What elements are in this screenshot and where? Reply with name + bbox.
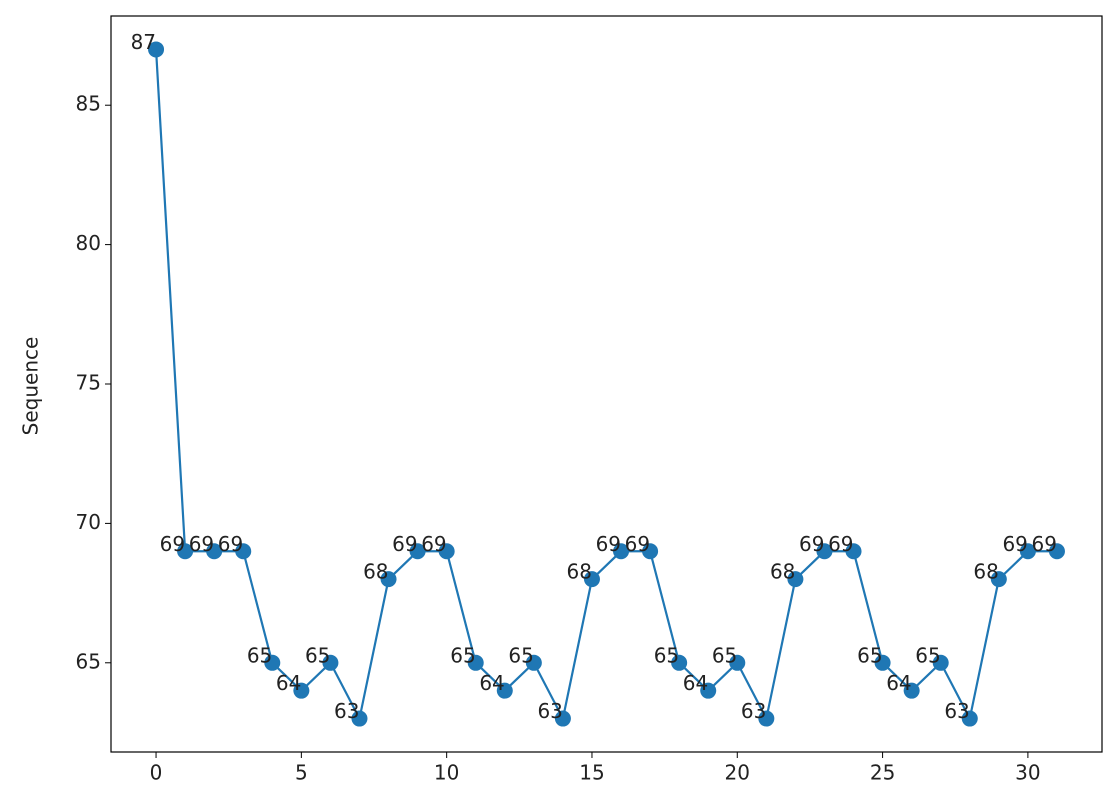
data-label: 87 <box>131 30 156 54</box>
y-tick-label: 70 <box>76 510 101 534</box>
data-label: 65 <box>508 643 533 667</box>
data-point <box>700 682 717 699</box>
data-point <box>1019 543 1036 560</box>
data-label: 64 <box>479 671 504 695</box>
data-label: 68 <box>973 560 998 584</box>
data-label: 68 <box>567 560 592 584</box>
data-line <box>154 49 1057 722</box>
data-point <box>961 710 978 727</box>
data-point <box>438 543 455 560</box>
data-label: 69 <box>421 532 446 556</box>
x-tick-label: 0 <box>150 761 163 785</box>
y-tick-label: 80 <box>76 231 101 255</box>
data-point <box>293 682 310 699</box>
data-label: 65 <box>857 643 882 667</box>
data-point <box>845 543 862 560</box>
y-tick-label: 75 <box>76 371 101 395</box>
data-label: 65 <box>247 643 272 667</box>
data-label: 65 <box>712 643 737 667</box>
data-point <box>177 543 194 560</box>
data-point <box>467 654 484 671</box>
data-point <box>322 654 339 671</box>
x-tick-label: 5 <box>295 761 308 785</box>
data-label: 69 <box>1032 532 1057 556</box>
data-label: 65 <box>305 643 330 667</box>
data-label: 69 <box>625 532 650 556</box>
data-point <box>787 571 804 588</box>
data-point <box>264 654 281 671</box>
x-tick-label: 25 <box>870 761 895 785</box>
data-point <box>148 41 165 58</box>
data-point <box>729 654 746 671</box>
data-label: 64 <box>886 671 911 695</box>
data-point <box>671 654 688 671</box>
data-point <box>380 571 397 588</box>
y-axis-label: Sequence <box>19 337 43 436</box>
data-label: 63 <box>741 699 766 723</box>
data-point <box>409 543 426 560</box>
data-label: 69 <box>828 532 853 556</box>
data-label: 69 <box>799 532 824 556</box>
data-point <box>206 543 223 560</box>
data-point <box>525 654 542 671</box>
data-label: 68 <box>363 560 388 584</box>
data-point <box>816 543 833 560</box>
data-label: 64 <box>683 671 708 695</box>
data-label: 65 <box>915 643 940 667</box>
data-point <box>642 543 659 560</box>
data-label: 64 <box>276 671 301 695</box>
data-point <box>1048 543 1065 560</box>
data-point <box>235 543 252 560</box>
data-label: 68 <box>770 560 795 584</box>
data-point <box>554 710 571 727</box>
data-label: 69 <box>392 532 417 556</box>
x-tick-label: 30 <box>1015 761 1040 785</box>
x-tick-label: 20 <box>725 761 750 785</box>
x-tick-label: 10 <box>434 761 459 785</box>
data-point <box>496 682 513 699</box>
data-point <box>758 710 775 727</box>
data-point <box>903 682 920 699</box>
plot-frame <box>110 15 1103 753</box>
data-point <box>583 571 600 588</box>
y-tick-label: 65 <box>76 649 101 673</box>
data-point <box>932 654 949 671</box>
data-point <box>874 654 891 671</box>
data-point <box>613 543 630 560</box>
data-label: 63 <box>944 699 969 723</box>
data-label: 65 <box>654 643 679 667</box>
data-label: 69 <box>218 532 243 556</box>
data-label: 69 <box>189 532 214 556</box>
x-tick-label: 15 <box>579 761 604 785</box>
data-point <box>990 571 1007 588</box>
data-label: 69 <box>596 532 621 556</box>
data-label: 65 <box>450 643 475 667</box>
data-label: 63 <box>537 699 562 723</box>
data-label: 69 <box>1002 532 1027 556</box>
data-label: 63 <box>334 699 359 723</box>
y-tick-label: 85 <box>76 92 101 116</box>
data-label: 69 <box>160 532 185 556</box>
data-point <box>351 710 368 727</box>
